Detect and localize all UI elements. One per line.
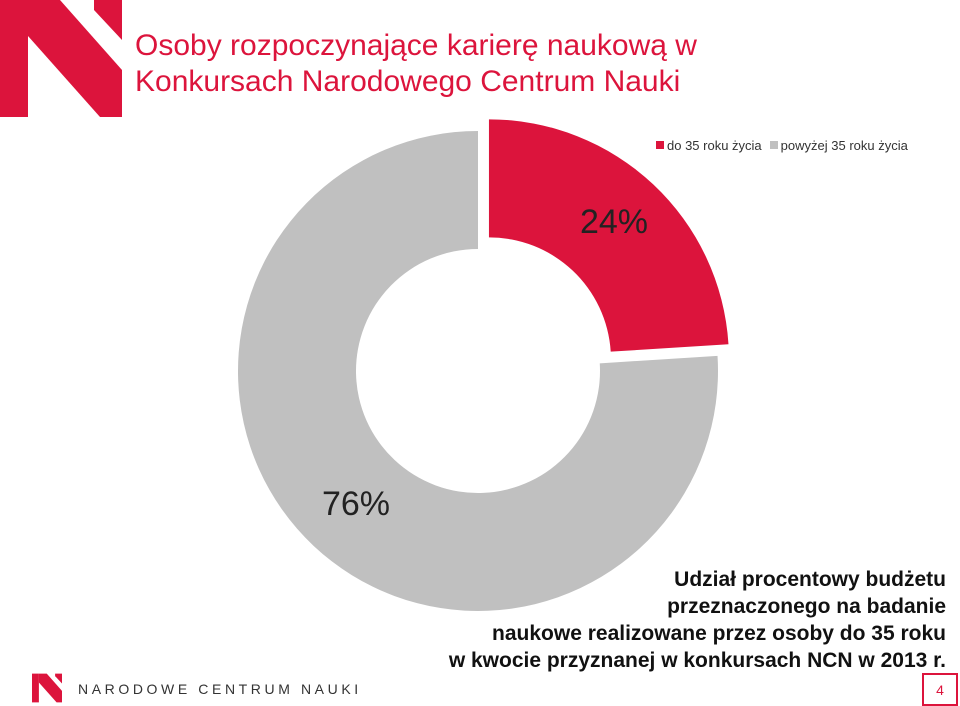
legend-label-young: do 35 roku życia <box>667 137 762 153</box>
title-line-2: Konkursach Narodowego Centrum Nauki <box>135 65 681 98</box>
footer-logo-icon <box>32 673 62 703</box>
legend-swatch-young <box>656 141 664 149</box>
legend-item-older: powyżej 35 roku życia <box>769 137 908 153</box>
legend-item-young: do 35 roku życia <box>656 138 762 153</box>
page-number: 4 <box>922 673 958 706</box>
chart-legend: do 35 roku życia powyżej 35 roku życia <box>656 137 916 153</box>
ncn-logo-icon <box>0 0 122 117</box>
note-line-4: w kwocie przyznanej w konkursach NCN w 2… <box>448 649 946 672</box>
slice-label-older: 76% <box>322 485 390 523</box>
title-line-1: Osoby rozpoczynające karierę naukową w <box>135 29 697 62</box>
slice-label-young: 24% <box>580 203 648 241</box>
note-line-1: Udział procentowy budżetu <box>674 568 946 591</box>
chart-note: Udział procentowy budżetu przeznaczonego… <box>346 566 946 674</box>
page-title: Osoby rozpoczynające karierę naukową w K… <box>135 28 935 100</box>
legend-label-older: powyżej 35 roku życia <box>780 137 908 153</box>
legend-swatch-older <box>769 141 778 149</box>
note-line-3: naukowe realizowane przez osoby do 35 ro… <box>492 622 946 645</box>
footer-org-name: NARODOWE CENTRUM NAUKI <box>78 681 362 697</box>
slice-older <box>238 131 718 611</box>
slice-young <box>488 119 729 352</box>
note-line-2: przeznaczonego na badanie <box>667 595 946 618</box>
